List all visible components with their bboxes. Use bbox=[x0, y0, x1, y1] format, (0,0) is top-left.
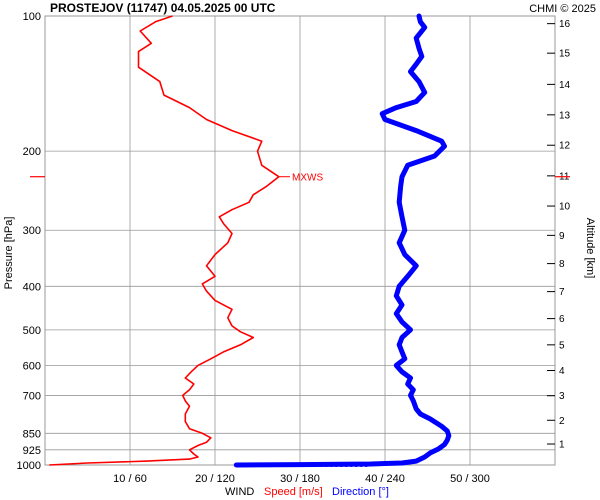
chart-title: PROSTEJOV (11747) 04.05.2025 00 UTC bbox=[50, 1, 276, 15]
altitude-tick-label: 5 bbox=[559, 340, 565, 351]
altitude-tick-label: 12 bbox=[559, 141, 571, 152]
wind-tick-label: 10 / 60 bbox=[113, 473, 147, 485]
altitude-tick-label: 10 bbox=[559, 202, 571, 213]
pressure-tick-label: 100 bbox=[23, 11, 41, 23]
altitude-tick-label: 8 bbox=[559, 259, 565, 270]
pressure-axis: 100 200 300 400 500 600 700 850 925 1000 bbox=[17, 11, 41, 472]
speed-line bbox=[49, 15, 280, 466]
pressure-tick-label: 300 bbox=[23, 225, 41, 237]
altitude-tick-label: 15 bbox=[559, 49, 571, 60]
altitude-tick-label: 2 bbox=[559, 416, 565, 427]
pressure-tick-label: 400 bbox=[23, 281, 41, 293]
wind-tick-label: 40 / 240 bbox=[365, 473, 405, 485]
wind-axis: 10 / 60 20 / 120 30 / 180 40 / 240 50 / 300 bbox=[113, 473, 490, 485]
pressure-tick-label: 925 bbox=[23, 445, 41, 457]
altitude-tick-label: 3 bbox=[559, 391, 565, 402]
pressure-tick-label: 500 bbox=[23, 325, 41, 337]
pressure-tick-label: 200 bbox=[23, 146, 41, 158]
wind-tick-label: 30 / 180 bbox=[280, 473, 320, 485]
pressure-tick-label: 600 bbox=[23, 360, 41, 372]
altitude-tick-label: 1 bbox=[559, 440, 565, 451]
annotation-layer: MXWS bbox=[30, 173, 570, 184]
altitude-tick-label: 16 bbox=[559, 19, 571, 30]
series-layer bbox=[49, 13, 452, 468]
altitude-tick-label: 14 bbox=[559, 80, 571, 91]
y2-axis-label: Altitude [km] bbox=[584, 218, 596, 279]
legend-wind: WIND bbox=[225, 486, 254, 498]
altitude-tick-label: 4 bbox=[559, 366, 565, 377]
altitude-tick-label: 9 bbox=[559, 231, 565, 242]
direction-line bbox=[233, 13, 452, 468]
pressure-tick-label: 700 bbox=[23, 390, 41, 402]
altitude-tick-label: 13 bbox=[559, 110, 571, 121]
pressure-tick-label: 850 bbox=[23, 428, 41, 440]
legend-direction: Direction [°] bbox=[332, 486, 389, 498]
pressure-tick-label: 1000 bbox=[17, 460, 41, 472]
chart-credit: CHMI © 2025 bbox=[529, 3, 596, 15]
mxws-label: MXWS bbox=[292, 173, 323, 184]
altitude-tick-label: 6 bbox=[559, 314, 565, 325]
altitude-tick-label: 7 bbox=[559, 287, 565, 298]
grid-lines bbox=[44, 15, 556, 466]
legend-speed: Speed [m/s] bbox=[264, 486, 323, 498]
wind-tick-label: 20 / 120 bbox=[195, 473, 235, 485]
y-axis-label: Pressure [hPa] bbox=[3, 217, 15, 290]
wind-tick-label: 50 / 300 bbox=[450, 473, 490, 485]
